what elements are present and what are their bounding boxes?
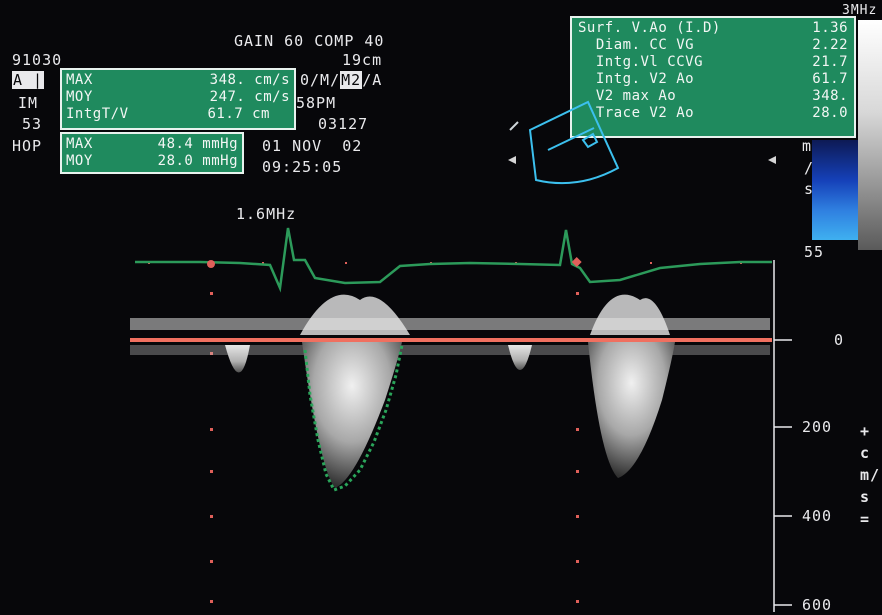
scale-tick-label: 600 <box>802 596 833 614</box>
left-label-1: IM <box>18 94 39 112</box>
sector-probe-icon <box>508 100 776 185</box>
scale-side-label-mid: / <box>804 159 815 177</box>
colorbar-value: 55 <box>804 243 825 261</box>
velocity-measurement-box: MAX 348. cm/s MOY 247. cm/s IntgT/V 61.7 cm <box>60 68 296 130</box>
gain-comp-readout: GAIN 60 COMP 40 <box>234 32 385 50</box>
calc-row: Intg.Vl CCVG 21.7 <box>578 54 848 70</box>
mode-readout: 0/M/M2/A <box>300 71 383 89</box>
forward-flow-burst <box>300 294 410 335</box>
calc-row: V2 max Ao 348. <box>578 88 848 104</box>
time-markers <box>148 262 742 603</box>
study-number: 03127 <box>318 115 369 133</box>
calc-row: Diam. CC VG 2.22 <box>578 37 848 53</box>
ecg-trace <box>135 227 772 293</box>
date-readout: 01 NOV 02 <box>262 137 363 155</box>
velocity-row: IntgT/V 61.7 cm <box>66 106 270 122</box>
left-label-3: HOP <box>12 137 43 155</box>
velocity-scale-axis <box>773 260 792 612</box>
forward-flow-burst <box>590 294 670 335</box>
pressure-row: MOY 28.0 mmHg <box>66 153 238 169</box>
heart-rate-readout: 58PM <box>296 94 337 112</box>
mode-indicator-icon: A | <box>12 71 45 89</box>
pressure-row: MAX 48.4 mmHg <box>66 136 238 152</box>
color-velocity-bar <box>812 140 858 240</box>
spectral-noise-band <box>130 318 770 355</box>
time-readout: 09:25:05 <box>262 158 343 176</box>
aortic-jet-envelope <box>302 342 402 488</box>
corner-frequency: 3MHz <box>842 3 878 18</box>
depth-readout: 19cm <box>342 51 383 69</box>
calc-row: Trace V2 Ao 28.0 <box>578 105 848 121</box>
grayscale-ramp <box>858 20 882 250</box>
scale-tick-label: 200 <box>802 418 833 436</box>
left-label-2: 53 <box>22 115 43 133</box>
velocity-row: MOY 247. cm/s <box>66 89 290 105</box>
scale-tick-label: 400 <box>802 507 833 525</box>
scale-tick-label: 0 <box>834 331 845 349</box>
velocity-row: MAX 348. cm/s <box>66 72 290 88</box>
calc-row: Intg. V2 Ao 61.7 <box>578 71 848 87</box>
calculation-results-box: Surf. V.Ao (I.D) 1.36 Diam. CC VG 2.22 Int… <box>570 16 856 138</box>
aortic-jet-envelope <box>588 342 675 478</box>
probe-frequency: 1.6MHz <box>236 205 297 223</box>
pressure-gradient-box: MAX 48.4 mmHg MOY 28.0 mmHg <box>60 132 244 174</box>
scale-side-label-top: m <box>802 137 813 155</box>
reverse-flow-small <box>225 345 250 373</box>
calc-row: Surf. V.Ao (I.D) 1.36 <box>578 20 848 36</box>
reverse-flow-small <box>508 345 532 370</box>
scale-side-label-bot: s <box>804 180 815 198</box>
patient-id: 91030 <box>12 51 63 69</box>
